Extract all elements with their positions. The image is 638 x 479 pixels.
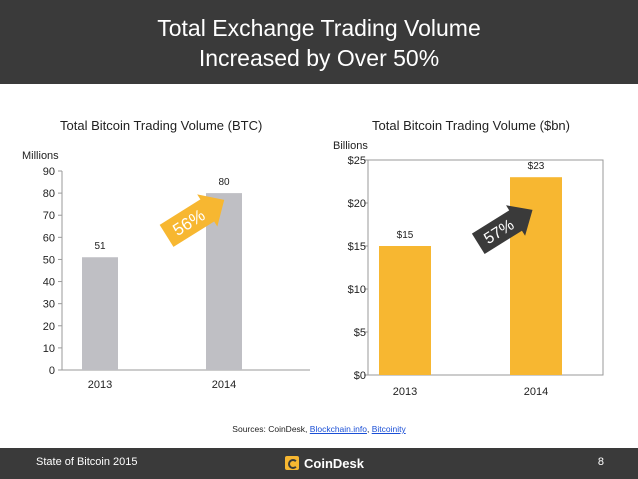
left-y-tick-label: 90	[43, 166, 55, 178]
right-chart-unit-label: Billions	[333, 140, 368, 152]
sources-prefix: Sources: CoinDesk,	[232, 424, 310, 434]
right-y-tick-label: $0	[354, 370, 366, 382]
right-plot-frame	[367, 159, 604, 376]
right-y-tick-label: $25	[348, 155, 366, 167]
page-number: 8	[597, 456, 604, 468]
slide-header: Total Exchange Trading Volume Increased …	[0, 0, 638, 84]
right-growth-arrow-shape	[471, 205, 533, 255]
slide-footer: State of Bitcoin 2015 CoinDesk 8	[0, 448, 638, 479]
right-x-category-label: 2013	[393, 386, 417, 398]
left-y-tick-label: 50	[43, 254, 55, 266]
right-bar-2013	[379, 246, 431, 375]
coindesk-logo-text: CoinDesk	[304, 455, 364, 471]
left-bar-value-label: 51	[94, 241, 106, 252]
right-y-tick-label: $20	[348, 198, 366, 210]
left-chart-title: Total Bitcoin Trading Volume (BTC)	[60, 118, 263, 133]
left-y-tick-label: 40	[43, 277, 55, 289]
sources-line: Sources: CoinDesk, Blockchain.info, Bitc…	[0, 424, 638, 434]
left-y-tick-label: 30	[43, 299, 55, 311]
left-x-category-label: 2014	[212, 379, 236, 391]
left-y-tick-label: 80	[43, 188, 55, 200]
left-y-tick-label: 60	[43, 232, 55, 244]
coindesk-logo: CoinDesk	[285, 454, 364, 472]
footer-deck-name: State of Bitcoin 2015	[36, 456, 138, 468]
source-link-bitcoinity[interactable]: Bitcoinity	[371, 424, 406, 434]
left-chart-unit-label: Millions	[22, 150, 59, 162]
left-bar-value-label: 80	[218, 177, 230, 188]
slide-title-line-1: Total Exchange Trading Volume	[157, 15, 481, 41]
source-link-blockchain[interactable]: Blockchain.info	[309, 424, 367, 434]
slide-title-line-2: Increased by Over 50%	[198, 45, 440, 71]
left-x-category-label: 2013	[88, 379, 112, 391]
coindesk-logo-icon	[285, 456, 299, 470]
sources-separator: ,	[366, 424, 372, 434]
right-bar-2014	[510, 177, 562, 375]
left-growth-arrow-shape	[159, 194, 225, 247]
right-bar-value-label: $23	[528, 161, 545, 172]
right-chart-title: Total Bitcoin Trading Volume ($bn)	[372, 118, 570, 133]
left-bar-2013	[82, 257, 118, 370]
right-bar-value-label: $15	[397, 230, 414, 241]
right-y-tick-label: $5	[354, 327, 366, 339]
right-x-category-label: 2014	[524, 386, 548, 398]
right-y-tick-label: $15	[348, 241, 366, 253]
left-y-tick-label: 20	[43, 321, 55, 333]
left-y-tick-label: 10	[43, 343, 55, 355]
left-y-tick-label: 70	[43, 210, 55, 222]
right-y-tick-label: $10	[348, 284, 366, 296]
left-y-tick-label: 0	[49, 365, 55, 377]
